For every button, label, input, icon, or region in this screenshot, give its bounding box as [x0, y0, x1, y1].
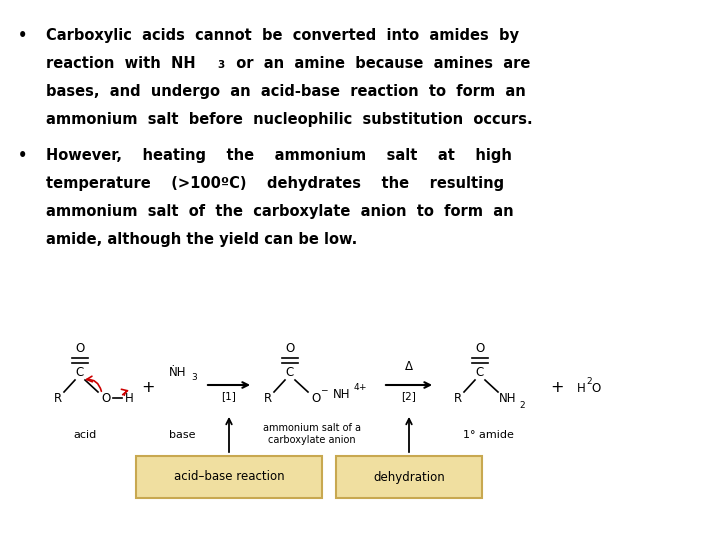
Text: [2]: [2]: [402, 391, 416, 401]
Text: ammonium  salt  of  the  carboxylate  anion  to  form  an: ammonium salt of the carboxylate anion t…: [46, 204, 513, 219]
Text: R: R: [54, 392, 62, 404]
Text: dehydration: dehydration: [373, 470, 445, 483]
Text: ṄH: ṄH: [169, 366, 186, 379]
Text: 1° amide: 1° amide: [462, 430, 513, 440]
Text: NH: NH: [499, 392, 517, 404]
Text: O: O: [475, 341, 485, 354]
Text: +: +: [550, 381, 564, 395]
Text: −: −: [320, 386, 328, 395]
Text: 3: 3: [191, 374, 197, 382]
Text: C: C: [286, 367, 294, 380]
Text: O: O: [591, 381, 600, 395]
Text: [1]: [1]: [222, 391, 236, 401]
Text: +: +: [359, 382, 366, 392]
Text: •: •: [18, 28, 27, 43]
Text: 2: 2: [586, 377, 592, 387]
Text: ammonium  salt  before  nucleophilic  substitution  occurs.: ammonium salt before nucleophilic substi…: [46, 112, 533, 127]
Text: 2: 2: [519, 401, 525, 409]
Text: H: H: [125, 392, 133, 404]
FancyBboxPatch shape: [336, 456, 482, 498]
Text: O: O: [76, 341, 85, 354]
Text: R: R: [264, 392, 272, 404]
Text: Δ: Δ: [405, 360, 413, 373]
Text: ammonium salt of a: ammonium salt of a: [263, 423, 361, 433]
Text: •: •: [18, 148, 27, 163]
Text: H: H: [577, 381, 585, 395]
Text: bases,  and  undergo  an  acid-base  reaction  to  form  an: bases, and undergo an acid-base reaction…: [46, 84, 526, 99]
Text: O: O: [285, 341, 294, 354]
Text: 3: 3: [217, 60, 224, 70]
Text: O: O: [102, 392, 111, 404]
Text: C: C: [476, 367, 484, 380]
Text: +: +: [141, 381, 155, 395]
Text: acid–base reaction: acid–base reaction: [174, 470, 284, 483]
Text: or  an  amine  because  amines  are: or an amine because amines are: [226, 56, 531, 71]
Text: reaction  with  NH: reaction with NH: [46, 56, 196, 71]
Text: C: C: [76, 367, 84, 380]
Text: 4: 4: [354, 382, 359, 392]
Text: temperature    (>100ºC)    dehydrates    the    resulting: temperature (>100ºC) dehydrates the resu…: [46, 176, 504, 191]
Text: amide, although the yield can be low.: amide, although the yield can be low.: [46, 232, 357, 247]
Text: O: O: [311, 392, 320, 404]
FancyBboxPatch shape: [136, 456, 322, 498]
Text: Carboxylic  acids  cannot  be  converted  into  amides  by: Carboxylic acids cannot be converted int…: [46, 28, 519, 43]
Text: NH: NH: [333, 388, 351, 401]
Text: R: R: [454, 392, 462, 404]
Text: carboxylate anion: carboxylate anion: [268, 435, 356, 445]
Text: base: base: [168, 430, 195, 440]
Text: acid: acid: [73, 430, 96, 440]
Text: However,    heating    the    ammonium    salt    at    high: However, heating the ammonium salt at hi…: [46, 148, 512, 163]
